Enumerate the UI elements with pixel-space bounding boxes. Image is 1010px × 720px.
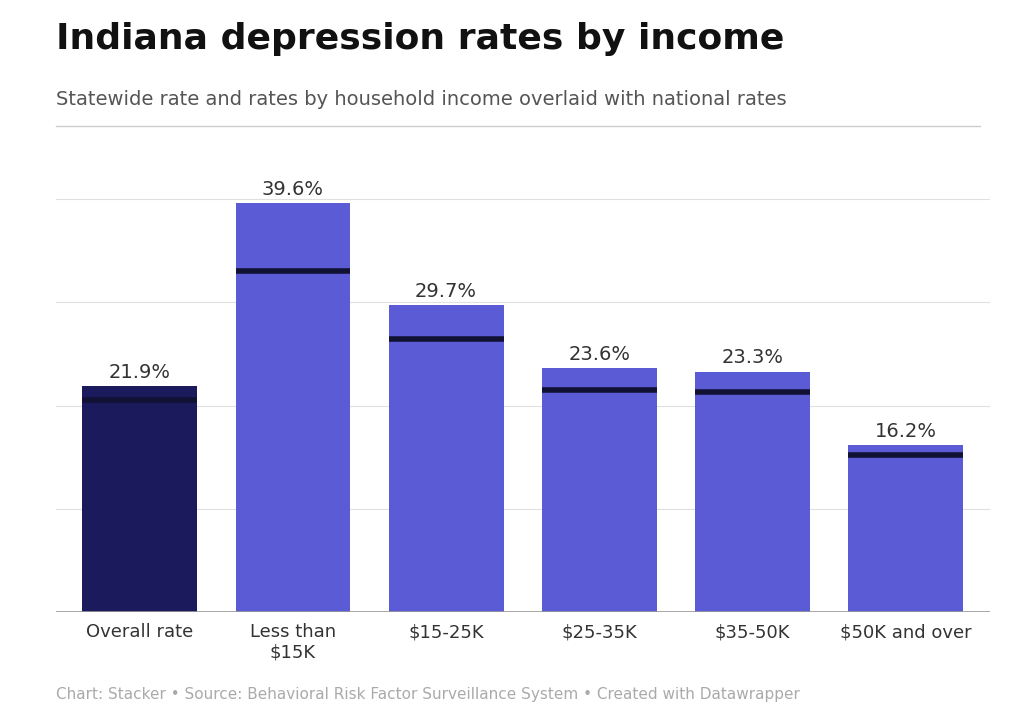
Text: Indiana depression rates by income: Indiana depression rates by income <box>56 22 784 55</box>
Text: Chart: Stacker • Source: Behavioral Risk Factor Surveillance System • Created wi: Chart: Stacker • Source: Behavioral Risk… <box>56 687 800 702</box>
Bar <box>541 369 656 612</box>
Text: 39.6%: 39.6% <box>262 180 324 199</box>
Text: 29.7%: 29.7% <box>415 282 477 302</box>
Text: 21.9%: 21.9% <box>109 363 171 382</box>
Bar <box>389 305 504 612</box>
Bar <box>83 386 197 612</box>
Bar <box>235 203 350 612</box>
Bar <box>848 445 963 612</box>
Text: 23.6%: 23.6% <box>569 346 630 364</box>
Text: Statewide rate and rates by household income overlaid with national rates: Statewide rate and rates by household in… <box>56 90 786 109</box>
Bar <box>695 372 810 612</box>
Text: 16.2%: 16.2% <box>875 422 936 441</box>
Text: 23.3%: 23.3% <box>721 348 784 367</box>
